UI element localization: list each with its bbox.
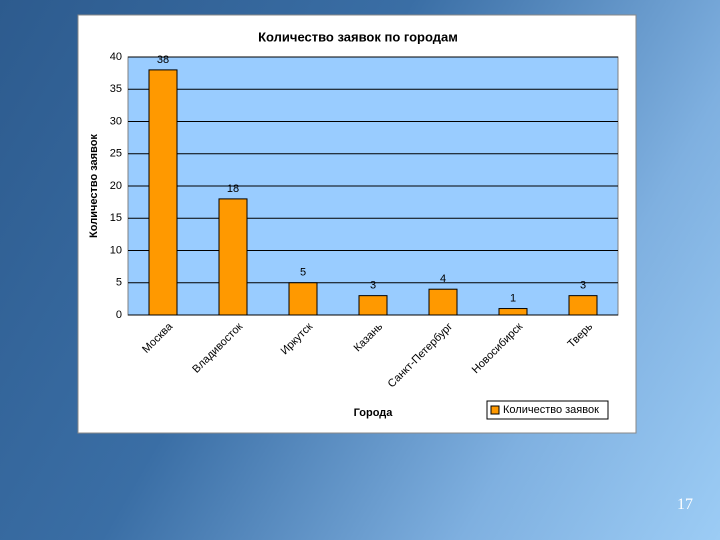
bar <box>428 288 458 316</box>
legend-swatch <box>490 405 500 415</box>
y-tick-label: 15 <box>110 212 122 224</box>
legend-label: Количество заявок <box>503 404 599 416</box>
data-label: 3 <box>370 280 376 292</box>
bar <box>218 198 248 316</box>
bar <box>148 69 178 316</box>
slide-number: 17 <box>677 496 693 513</box>
y-tick-label: 30 <box>110 115 122 127</box>
data-label: 18 <box>227 183 239 195</box>
y-tick-label: 10 <box>110 244 122 256</box>
chart-title: Количество заявок по городам <box>258 29 458 44</box>
data-label: 5 <box>300 267 306 279</box>
data-label: 3 <box>580 280 586 292</box>
y-tick-label: 35 <box>110 83 122 95</box>
legend-box <box>486 400 609 420</box>
data-label: 4 <box>440 273 446 285</box>
bar <box>358 295 388 316</box>
y-tick-label: 0 <box>116 309 122 321</box>
bar <box>498 308 528 316</box>
y-tick-label: 40 <box>110 51 122 63</box>
y-axis-label: Количество заявок <box>88 134 100 238</box>
y-tick-label: 5 <box>116 277 122 289</box>
y-tick-label: 25 <box>110 148 122 160</box>
y-tick-label: 20 <box>110 180 122 192</box>
bar <box>568 295 598 316</box>
data-label: 1 <box>510 292 516 304</box>
x-axis-label: Города <box>354 407 394 419</box>
data-label: 38 <box>157 54 169 66</box>
bar <box>288 282 318 316</box>
